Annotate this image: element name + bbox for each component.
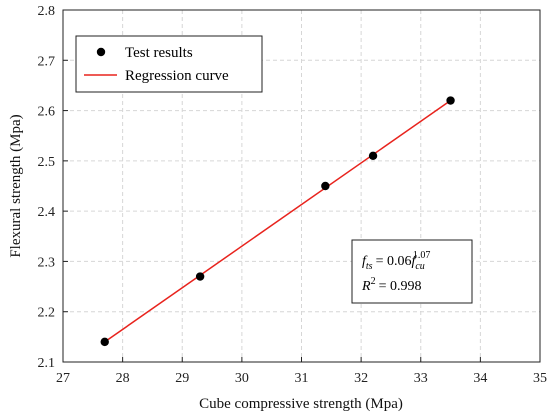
regression-line — [104, 99, 451, 343]
legend-label-test-results: Test results — [125, 45, 193, 61]
y-tick-label: 2.4 — [38, 205, 56, 220]
y-tick-label: 2.3 — [38, 255, 56, 270]
x-tick-label: 28 — [116, 371, 130, 386]
eq-exponent: 1.07 — [413, 250, 431, 261]
legend-box — [75, 35, 263, 93]
x-tick-label: 30 — [235, 371, 249, 386]
y-axis-ticks: 2.1 2.2 2.3 2.4 2.5 2.6 2.7 2.8 — [38, 4, 68, 371]
eq-r-exponent: 2 — [371, 276, 376, 287]
grid-lines — [63, 10, 540, 362]
data-point — [100, 337, 109, 347]
x-tick-label: 27 — [56, 371, 70, 386]
y-tick-label: 2.7 — [38, 54, 56, 69]
x-tick-label: 31 — [295, 371, 309, 386]
legend-label-regression-curve: Regression curve — [125, 68, 229, 84]
equation-r-squared: R2 = 0.998 — [361, 276, 421, 294]
legend: Test results Regression curve — [75, 35, 263, 93]
y-axis-label: Flexural strength (Mpa) — [8, 114, 24, 257]
eq-equals: = 0.06 — [376, 254, 412, 269]
eq-fc-subscript: cu — [415, 261, 424, 272]
test-result-points — [100, 96, 455, 347]
eq-r-value: = 0.998 — [379, 279, 422, 294]
y-tick-label: 2.5 — [38, 155, 56, 170]
y-tick-label: 2.1 — [38, 356, 56, 371]
eq-fc-symbol: f — [411, 254, 417, 269]
y-tick-label: 2.2 — [38, 306, 56, 321]
x-tick-label: 35 — [533, 371, 547, 386]
y-tick-label: 2.8 — [38, 4, 56, 19]
equation-box: fts = 0.06fcu1.07 R2 = 0.998 — [351, 239, 473, 304]
eq-r-symbol: R — [361, 279, 371, 294]
y-tick-label: 2.6 — [38, 105, 56, 120]
x-axis-label: Cube compressive strength (Mpa) — [199, 396, 403, 412]
regression-curve — [104, 99, 451, 343]
data-point — [195, 272, 205, 281]
x-tick-label: 34 — [473, 371, 487, 386]
x-tick-label: 29 — [175, 371, 189, 386]
legend-marker-test-results — [96, 47, 106, 57]
data-point — [446, 96, 455, 105]
equation-frame — [351, 239, 473, 304]
x-tick-label: 32 — [354, 371, 368, 386]
data-point — [321, 181, 330, 191]
eq-f-symbol: f — [362, 254, 368, 269]
x-axis-ticks: 27 28 29 30 31 32 33 34 35 — [56, 357, 547, 386]
eq-f-subscript: ts — [366, 261, 373, 272]
data-point — [368, 151, 378, 161]
equation-formula: fts = 0.06fcu1.07 — [362, 250, 430, 272]
x-tick-label: 33 — [414, 371, 428, 386]
